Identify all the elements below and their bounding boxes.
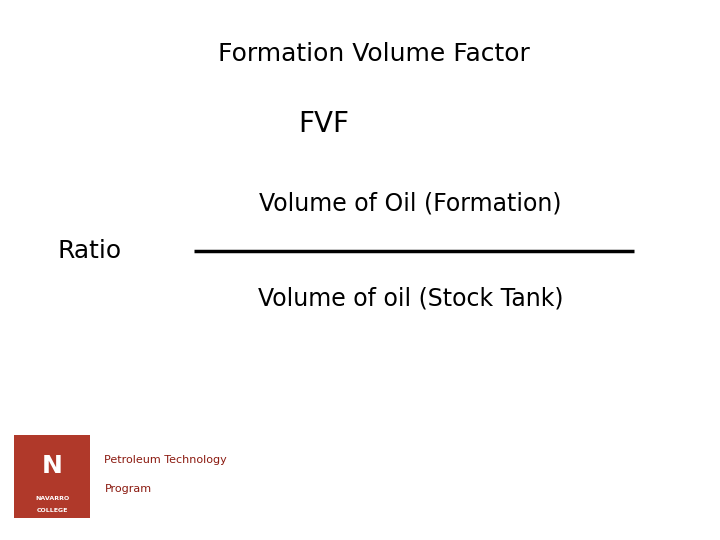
Text: NAVARRO: NAVARRO (35, 496, 69, 501)
FancyBboxPatch shape (14, 435, 90, 518)
Text: Ratio: Ratio (58, 239, 122, 263)
Text: Volume of oil (Stock Tank): Volume of oil (Stock Tank) (258, 286, 563, 310)
Text: Program: Program (104, 484, 151, 494)
Text: Formation Volume Factor: Formation Volume Factor (218, 42, 531, 66)
Text: Petroleum Technology: Petroleum Technology (104, 455, 227, 465)
Text: Volume of Oil (Formation): Volume of Oil (Formation) (259, 192, 562, 216)
Text: COLLEGE: COLLEGE (37, 508, 68, 512)
Text: N: N (42, 454, 63, 478)
Text: FVF: FVF (299, 110, 349, 138)
